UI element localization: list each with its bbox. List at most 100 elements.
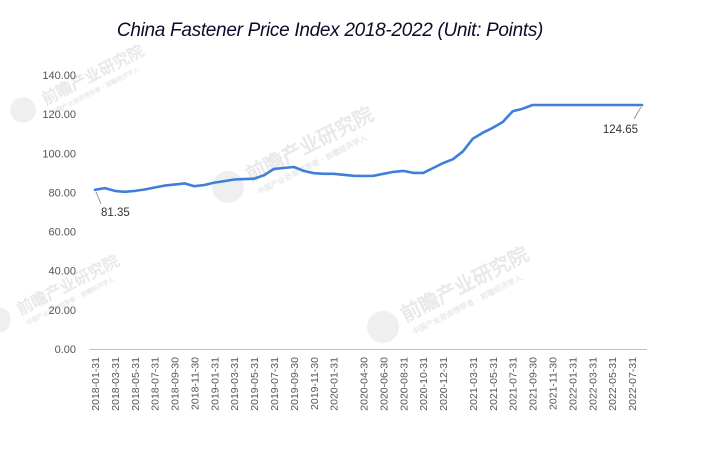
x-tick-label: 2019-09-30 bbox=[289, 357, 301, 411]
x-axis: 2018-01-31 2018-03-31 2018-05-31 2018-07-31… bbox=[90, 349, 647, 411]
x-tick-label: 2022-01-31 bbox=[567, 357, 579, 411]
data-point bbox=[581, 104, 584, 106]
data-point bbox=[153, 186, 156, 189]
x-tick-label: 2022-03-31 bbox=[587, 357, 599, 411]
annotation-leader bbox=[633, 106, 642, 120]
data-label-first: 81.35 bbox=[101, 207, 130, 219]
data-point bbox=[362, 175, 365, 177]
data-point bbox=[213, 181, 216, 184]
x-tick-label: 2018-07-31 bbox=[150, 357, 162, 411]
x-tick-label: 2019-05-31 bbox=[249, 357, 261, 411]
data-point bbox=[521, 107, 524, 110]
y-axis: 0.00 20.00 40.00 60.00 80.00 100.00 120.00 140.… bbox=[42, 70, 76, 356]
data-point bbox=[442, 162, 444, 164]
y-tick-label: 0.00 bbox=[55, 344, 76, 356]
data-point bbox=[312, 172, 315, 175]
data-point bbox=[621, 104, 623, 106]
x-tick-label: 2020-10-31 bbox=[418, 357, 430, 411]
data-point bbox=[273, 168, 275, 170]
data-point bbox=[561, 104, 564, 106]
data-point bbox=[531, 104, 534, 106]
x-tick-label: 2022-05-31 bbox=[607, 357, 619, 411]
x-tick-label: 2018-05-31 bbox=[130, 357, 142, 411]
x-tick-label: 2020-01-31 bbox=[329, 357, 341, 411]
x-tick-label: 2019-11-30 bbox=[309, 357, 321, 410]
data-point bbox=[511, 110, 514, 113]
chart-title: China Fastener Price Index 2018-2022 (Un… bbox=[116, 20, 544, 41]
x-tick-label: 2021-09-30 bbox=[528, 357, 540, 411]
data-point bbox=[541, 104, 544, 106]
data-point bbox=[332, 173, 335, 175]
x-tick-label: 2018-11-30 bbox=[189, 357, 201, 410]
x-tick-label: 2021-03-31 bbox=[468, 357, 480, 411]
x-tick-label: 2019-07-31 bbox=[269, 357, 281, 411]
data-point bbox=[183, 182, 186, 185]
data-point bbox=[492, 127, 494, 129]
data-point bbox=[223, 180, 226, 182]
data-point bbox=[203, 184, 206, 186]
y-tick-label: 60.00 bbox=[48, 227, 76, 239]
annotation-layer: 81.35 124.65 bbox=[95, 106, 642, 219]
data-point bbox=[163, 184, 166, 187]
data-point bbox=[233, 178, 236, 181]
data-point bbox=[342, 174, 345, 176]
data-point bbox=[253, 177, 255, 180]
data-point bbox=[322, 173, 325, 175]
x-tick-label: 2021-07-31 bbox=[508, 357, 520, 411]
y-tick-label: 100.00 bbox=[42, 148, 76, 160]
x-tick-label: 2021-11-30 bbox=[548, 357, 560, 410]
data-point bbox=[392, 171, 395, 173]
data-point bbox=[611, 104, 613, 106]
data-point bbox=[551, 104, 554, 106]
data-point bbox=[412, 172, 415, 174]
data-point bbox=[452, 158, 454, 160]
data-point bbox=[143, 188, 146, 191]
data-point bbox=[571, 104, 574, 106]
data-point bbox=[641, 104, 643, 106]
series-layer bbox=[93, 103, 644, 194]
data-point bbox=[472, 137, 474, 140]
data-point bbox=[402, 170, 405, 172]
y-tick-label: 20.00 bbox=[48, 305, 76, 317]
data-point bbox=[601, 104, 604, 106]
x-tick-label: 2018-03-31 bbox=[110, 357, 122, 411]
data-point bbox=[193, 185, 196, 187]
data-point bbox=[432, 167, 434, 169]
data-point bbox=[243, 178, 245, 180]
x-tick-label: 2019-01-31 bbox=[209, 357, 221, 411]
data-point bbox=[263, 174, 265, 177]
y-tick-label: 40.00 bbox=[48, 266, 76, 278]
watermark-emblem-icon bbox=[367, 310, 400, 343]
y-tick-label: 120.00 bbox=[42, 109, 76, 121]
data-point bbox=[352, 174, 355, 177]
data-point bbox=[303, 170, 305, 172]
annotation-leader bbox=[95, 191, 102, 204]
data-point bbox=[501, 121, 504, 123]
watermark-emblem-icon bbox=[0, 307, 11, 333]
data-label-last: 124.65 bbox=[603, 124, 638, 136]
data-point bbox=[124, 191, 126, 193]
data-point bbox=[173, 183, 176, 186]
x-tick-label: 2020-12-31 bbox=[438, 357, 450, 411]
x-tick-label: 2022-07-31 bbox=[627, 357, 639, 411]
x-tick-label: 2018-09-30 bbox=[170, 357, 182, 411]
y-tick-label: 80.00 bbox=[48, 187, 76, 199]
data-point bbox=[133, 190, 136, 192]
x-tick-label: 2018-01-31 bbox=[90, 357, 102, 411]
data-point bbox=[422, 172, 425, 174]
x-tick-label: 2020-06-30 bbox=[378, 357, 390, 411]
data-point bbox=[462, 150, 464, 153]
x-tick-label: 2020-04-30 bbox=[359, 357, 371, 411]
data-point bbox=[283, 167, 285, 169]
data-point bbox=[114, 190, 116, 192]
x-tick-label: 2020-08-31 bbox=[398, 357, 410, 411]
series-line bbox=[93, 103, 644, 194]
watermark-emblem-icon bbox=[10, 97, 36, 123]
data-point bbox=[631, 104, 633, 106]
